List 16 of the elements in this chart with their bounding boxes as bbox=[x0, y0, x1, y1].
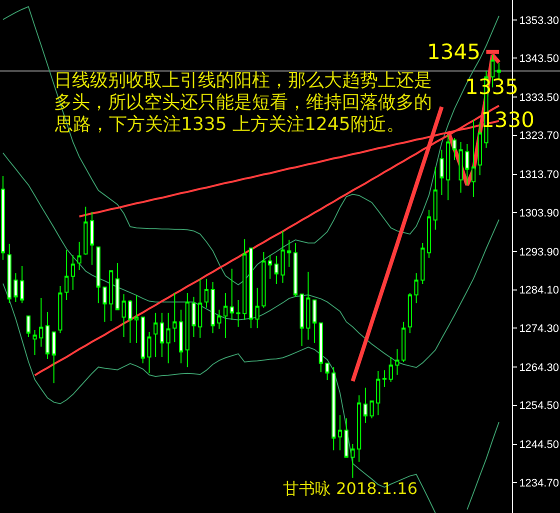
y-tick-label: 1244.50 bbox=[519, 439, 559, 452]
annotation: 1345 bbox=[427, 40, 480, 64]
annotation: 日线级别收取上引线的阳柱，那么大趋势上还是 bbox=[54, 70, 432, 91]
y-tick-label: 1313.70 bbox=[519, 169, 559, 182]
y-tick-label: 1323.70 bbox=[519, 130, 559, 142]
y-tick-label: 1353.30 bbox=[519, 14, 559, 27]
y-tick-label: 1234.70 bbox=[519, 477, 559, 490]
y-tick-label: 1333.50 bbox=[519, 92, 559, 104]
annotation: 甘书咏 2018.1.16 bbox=[283, 479, 418, 498]
y-tick-label: 1254.50 bbox=[519, 400, 559, 412]
y-tick-label: 1274.30 bbox=[519, 322, 559, 335]
y-tick-label: 1284.10 bbox=[519, 284, 559, 297]
y-tick-label: 1303.90 bbox=[519, 207, 559, 220]
y-tick-label: 1264.30 bbox=[519, 362, 559, 374]
y-tick-label: 1343.50 bbox=[519, 52, 559, 65]
y-tick-label: 1293.90 bbox=[519, 246, 559, 258]
